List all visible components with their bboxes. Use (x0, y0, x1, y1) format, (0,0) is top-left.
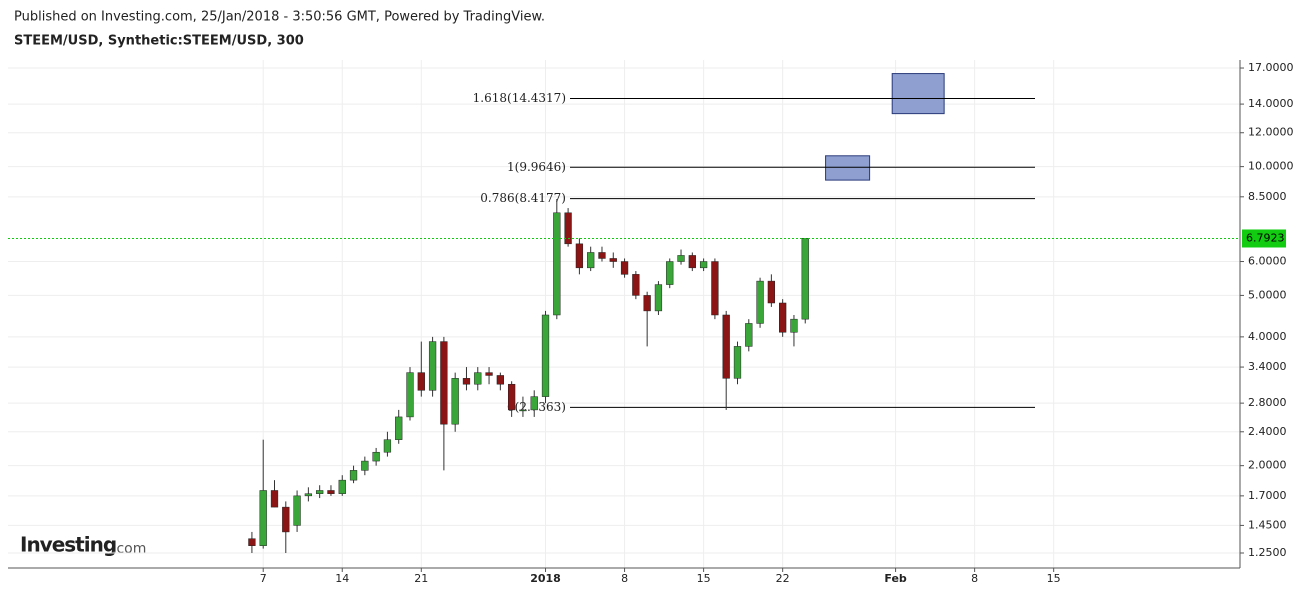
candle-body (530, 396, 538, 411)
y-tick-label: 1.4500 (1248, 518, 1287, 531)
candle-body (462, 378, 471, 385)
x-tick-label: 22 (776, 572, 790, 585)
candle-body (259, 490, 267, 546)
candle-body (711, 261, 719, 316)
y-tick-label: 1.2500 (1248, 546, 1287, 559)
candle-body (733, 346, 742, 379)
y-tick-label: 8.5000 (1248, 190, 1287, 203)
candle-body (361, 460, 369, 471)
symbol-title: STEEM/USD, Synthetic:STEEM/USD, 300 (14, 34, 304, 49)
candle-body (587, 252, 595, 269)
candle-body (248, 538, 256, 546)
candle-body (428, 341, 437, 391)
candle-body (383, 439, 392, 453)
candle-body (316, 490, 324, 494)
y-tick-label: 2.0000 (1248, 459, 1287, 472)
candle-body (327, 490, 335, 494)
x-tick-label: 15 (1047, 572, 1061, 585)
y-tick-label: 6.0000 (1248, 255, 1287, 268)
candle-body (666, 261, 674, 285)
y-tick-label: 2.8000 (1248, 396, 1287, 409)
candle-body (451, 378, 459, 425)
x-tick-label: 8 (971, 572, 978, 585)
candle-body (372, 451, 380, 462)
y-tick-label: 1.7000 (1248, 489, 1287, 502)
x-tick-label: Feb (884, 572, 907, 585)
x-tick-label: 7 (260, 572, 267, 585)
candle-body (417, 372, 425, 391)
candle-body (632, 274, 640, 296)
candle-body (496, 375, 504, 385)
x-tick-label: 8 (621, 572, 628, 585)
candle-body (699, 261, 708, 269)
y-tick-label: 4.0000 (1248, 330, 1287, 343)
fib-label: 1.618(14.4317) (473, 91, 566, 105)
candle-body (790, 318, 798, 333)
published-note: Published on Investing.com, 25/Jan/2018 … (14, 10, 545, 25)
candle-body (643, 295, 651, 312)
fib-label: 1(9.9646) (507, 160, 566, 174)
candle-body (270, 490, 279, 508)
candle-body (553, 212, 561, 316)
last-price-badge (1242, 229, 1286, 248)
candle-body (282, 506, 290, 533)
candle-body (485, 372, 493, 376)
x-tick-label: 2018 (530, 572, 561, 585)
candle-body (440, 341, 448, 425)
candle-body (304, 493, 313, 497)
candle-body (779, 302, 787, 333)
candle-body (609, 258, 617, 262)
candle-body (474, 372, 482, 385)
target-zone (825, 155, 871, 181)
target-zone (891, 73, 945, 115)
y-tick-label: 3.4000 (1248, 360, 1287, 373)
candle-body (519, 409, 527, 412)
x-tick-label: 14 (335, 572, 349, 585)
last-price-label: 6.7923 (1246, 231, 1285, 244)
candle-body (756, 280, 764, 324)
candle-body (620, 261, 629, 275)
y-tick-label: 2.4000 (1248, 425, 1287, 438)
candle-body (349, 470, 358, 481)
y-tick-label: 14.0000 (1248, 97, 1294, 110)
candle-body (722, 314, 730, 379)
candle-body (575, 243, 584, 269)
candle-body (677, 255, 685, 262)
y-tick-label: 10.0000 (1248, 160, 1294, 173)
x-tick-label: 15 (697, 572, 711, 585)
y-tick-label: 5.0000 (1248, 288, 1287, 301)
x-tick-label: 21 (414, 572, 428, 585)
candle-body (745, 323, 753, 347)
candle-body (395, 416, 403, 440)
candle-body (338, 479, 346, 494)
candle-body (541, 314, 550, 397)
candle-body (767, 280, 776, 304)
candle-body (654, 284, 663, 312)
logo-suffix: .com (112, 541, 146, 557)
candle-body (688, 255, 696, 269)
candle-body (598, 252, 606, 259)
y-tick-label: 12.0000 (1248, 126, 1294, 139)
candle-body (801, 238, 809, 320)
candle-body (564, 212, 572, 245)
candle-body (293, 495, 301, 526)
fib-label: 0.786(8.4177) (480, 191, 566, 205)
candle-body (508, 383, 516, 411)
y-tick-label: 17.0000 (1248, 61, 1294, 74)
candle-body (406, 372, 414, 418)
